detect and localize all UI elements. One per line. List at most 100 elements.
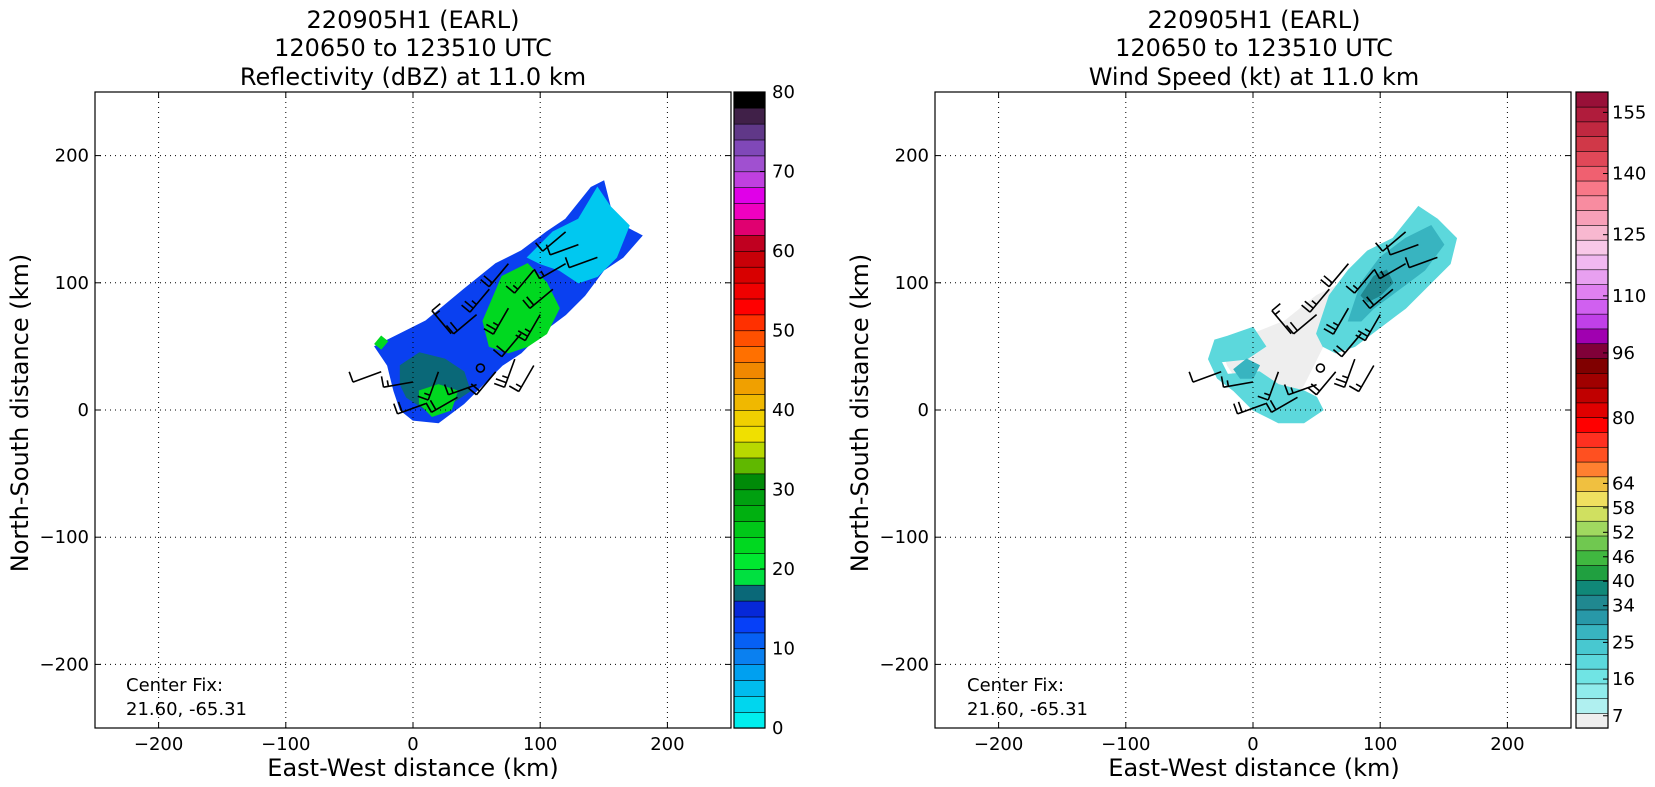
left-y-axis-label: North-South distance (km) <box>6 254 34 573</box>
left-colorbar-tick-label: 20 <box>772 559 795 580</box>
right-x-tick-label: −100 <box>1101 734 1150 755</box>
left-center-fix-label: Center Fix: <box>126 675 223 696</box>
left-colorbar-segment <box>733 409 766 427</box>
left-center-fix-value: 21.60, -65.31 <box>126 699 247 720</box>
wind-barb <box>1385 243 1419 256</box>
left-colorbar-tick-label: 30 <box>772 480 795 501</box>
left-colorbar-segment <box>733 107 766 125</box>
right-x-tick-label: 100 <box>1363 734 1397 755</box>
reflectivity-panel: 220905H1 (EARL) 120650 to 123510 UTC Ref… <box>6 6 795 782</box>
right-field-region <box>1360 269 1394 303</box>
right-y-tick-label: 100 <box>895 273 929 294</box>
right-colorbar-segment <box>1575 609 1609 626</box>
right-colorbar-segment <box>1575 150 1609 167</box>
wind-barb <box>545 243 579 256</box>
left-colorbar-segment <box>733 346 766 363</box>
right-colorbar-segment <box>1575 180 1609 197</box>
right-colorbar-segment <box>1575 313 1609 330</box>
right-colorbar-segment <box>1575 387 1609 404</box>
right-colorbar-segment <box>1575 624 1609 640</box>
left-colorbar-segment <box>733 679 766 697</box>
wind-barb <box>1323 307 1350 335</box>
left-x-tick-label: −200 <box>134 734 183 755</box>
left-colorbar: 0 10 20 30 40 50 60 70 80 <box>733 82 795 739</box>
left-colorbar-segment <box>733 664 766 681</box>
right-colorbar-segment <box>1575 224 1609 241</box>
left-colorbar-segment <box>733 139 766 157</box>
left-y-tick-label: 100 <box>55 273 89 294</box>
wind-barb <box>1257 371 1280 401</box>
right-colorbar-segment <box>1575 402 1609 418</box>
wind-barb <box>1332 333 1362 358</box>
right-colorbar-segment <box>1575 269 1609 285</box>
left-colorbar-segment <box>733 218 766 236</box>
right-colorbar-segment <box>1575 343 1609 359</box>
left-colorbar-segment <box>733 505 766 522</box>
wind-barb <box>480 263 510 288</box>
left-colorbar-segment <box>733 616 766 634</box>
right-colorbar-tick-label: 96 <box>1612 343 1635 364</box>
right-wind-barbs <box>1188 231 1438 415</box>
left-colorbar-segment <box>733 568 766 586</box>
left-colorbar-tick-label: 60 <box>772 241 795 262</box>
right-colorbar-segment <box>1575 254 1609 271</box>
left-x-axis-label: East-West distance (km) <box>267 754 558 782</box>
right-colorbar-segment <box>1575 136 1609 152</box>
left-x-tick-label: 200 <box>650 734 684 755</box>
right-plot-area: −200 −100 0 100 200 −200 −100 0 100 200 <box>880 91 1572 755</box>
left-colorbar-segment <box>733 648 766 666</box>
left-y-tick-label: 0 <box>78 400 89 421</box>
left-plot-area: −200 −100 0 100 200 −200 −100 0 100 200 <box>40 91 732 755</box>
right-colorbar-segment <box>1575 91 1609 108</box>
wind-speed-panel: 220905H1 (EARL) 120650 to 123510 UTC Win… <box>846 6 1646 782</box>
left-colorbar-segment <box>733 457 766 475</box>
right-colorbar-segment <box>1575 535 1609 552</box>
right-y-tick-label: −200 <box>880 654 929 675</box>
left-colorbar-segment <box>733 282 766 300</box>
right-colorbar-segment <box>1575 446 1609 463</box>
right-colorbar-segment <box>1575 372 1609 389</box>
left-colorbar-segment <box>733 187 766 204</box>
left-colorbar-segment <box>733 441 766 459</box>
wind-barb <box>1220 376 1254 388</box>
right-colorbar-segment <box>1575 579 1609 596</box>
left-colorbar-segment <box>733 632 766 650</box>
right-y-tick-label: 0 <box>918 400 929 421</box>
left-colorbar-segment <box>733 203 766 220</box>
right-colorbar-segment <box>1575 431 1609 448</box>
left-field-region <box>374 335 389 350</box>
right-colorbar-segment <box>1575 298 1609 315</box>
left-y-tick-label: −200 <box>40 654 89 675</box>
wind-barb <box>1345 269 1375 294</box>
right-colorbar-tick-label: 46 <box>1612 547 1635 568</box>
right-center-marker <box>1315 363 1326 373</box>
right-colorbar-segment <box>1575 550 1609 566</box>
left-wind-barbs <box>348 231 598 415</box>
left-colorbar-segment <box>733 473 766 491</box>
left-colorbar-segment <box>733 489 766 507</box>
right-colorbar-tick-label: 80 <box>1612 408 1635 429</box>
right-colorbar-segment <box>1575 505 1609 522</box>
right-colorbar-segment <box>1575 638 1609 655</box>
wind-barb <box>1355 314 1381 342</box>
right-colorbar-segment <box>1575 195 1609 211</box>
right-field <box>1207 205 1458 424</box>
right-title-line-2: 120650 to 123510 UTC <box>1115 34 1393 62</box>
left-colorbar-segment <box>733 584 766 602</box>
wind-barb <box>425 396 458 413</box>
right-colorbar-segment <box>1575 476 1609 492</box>
wind-barb <box>1320 263 1350 288</box>
right-y-axis-label: North-South distance (km) <box>846 254 874 573</box>
left-colorbar-tick-label: 80 <box>772 82 795 103</box>
left-field-region <box>482 263 560 354</box>
wind-barb <box>1233 401 1266 415</box>
right-field-region <box>1233 358 1261 379</box>
right-colorbar-frame <box>1575 91 1609 729</box>
right-colorbar-tick-label: 125 <box>1612 225 1646 246</box>
right-colorbar-segment <box>1575 698 1609 714</box>
wind-barb <box>1301 288 1330 313</box>
left-colorbar-segment <box>733 377 766 395</box>
wind-barb <box>393 401 426 415</box>
left-colorbar-segment <box>733 123 766 141</box>
wind-barb <box>534 231 567 252</box>
